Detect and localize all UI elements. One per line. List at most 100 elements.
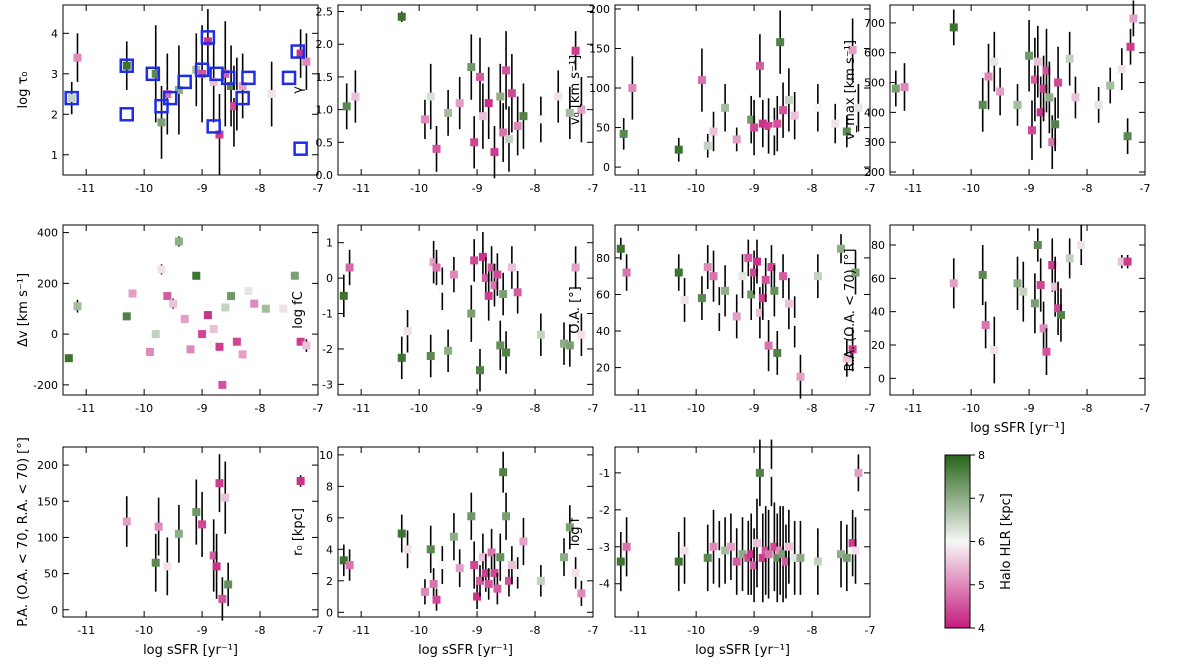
data-point [122, 312, 131, 321]
data-point [891, 84, 900, 93]
data-point [851, 268, 860, 277]
data-point [738, 550, 747, 559]
data-point [470, 561, 479, 570]
data-point [764, 341, 773, 350]
panel-frame [889, 224, 1146, 396]
data-point [732, 557, 741, 566]
y-tick-label: 2.5 [316, 6, 334, 19]
data-point [1051, 282, 1060, 291]
data-point [499, 128, 508, 137]
data-point [490, 281, 499, 290]
data-point [773, 553, 782, 562]
y-tick-label: 8 [326, 480, 333, 493]
x-tick-label: -7 [313, 402, 324, 415]
data-point [1123, 257, 1132, 266]
data-point [151, 558, 160, 567]
data-point [1039, 324, 1048, 333]
data-point [703, 141, 712, 150]
y-tick-label: 20 [871, 339, 885, 352]
x-tick-label: -8 [1082, 402, 1093, 415]
data-point [151, 330, 160, 339]
data-point [773, 348, 782, 357]
y-tick-label: 150 [589, 42, 610, 55]
data-point [429, 579, 438, 588]
y-tick-label: 0.5 [316, 136, 334, 149]
data-point [779, 550, 788, 559]
data-point [1048, 261, 1057, 269]
data-point [218, 380, 227, 389]
data-point [990, 57, 999, 66]
data-point [449, 270, 458, 279]
x-tick-label: -9 [197, 402, 208, 415]
data-point [813, 103, 822, 112]
data-point [949, 23, 958, 32]
colorbar-tick-label: 7 [978, 492, 985, 505]
data-point [198, 330, 207, 339]
data-point [221, 493, 230, 502]
x-tick-label: -11 [629, 624, 647, 637]
x-tick-label: -8 [1082, 182, 1093, 195]
open-marker [241, 70, 256, 86]
data-point [1036, 281, 1045, 289]
data-point [752, 539, 761, 548]
open-marker [194, 62, 210, 78]
data-point [507, 89, 516, 98]
data-point [296, 49, 305, 58]
data-point [504, 135, 513, 144]
data-point [192, 508, 201, 517]
panel-frame [337, 446, 594, 618]
data-point [1013, 279, 1022, 288]
data-point [1054, 304, 1063, 313]
x-tick-label: -9 [1024, 182, 1035, 195]
colorbar-tick-label: 4 [978, 622, 985, 635]
data-point [628, 84, 637, 93]
panel-frame [337, 4, 594, 176]
data-point [1045, 93, 1054, 102]
data-point [851, 546, 860, 555]
x-tick-label: -7 [588, 182, 599, 195]
data-point [487, 548, 496, 557]
data-point [513, 568, 522, 577]
data-point [157, 265, 166, 274]
data-point [790, 317, 799, 326]
data-point [403, 327, 412, 336]
x-tick-label: -10 [410, 182, 428, 195]
y-axis-label: O.A. [°] [568, 286, 583, 333]
x-tick-label: -9 [197, 182, 208, 195]
data-point [215, 342, 224, 351]
data-point [755, 468, 764, 477]
data-point [351, 92, 360, 101]
data-point [680, 546, 689, 555]
data-point [758, 119, 767, 128]
data-point [345, 561, 354, 570]
panel-tau: -11 -10 -9 -8 -7 1 2 3 4 log τ₀ [16, 4, 323, 195]
data-point [674, 557, 683, 566]
y-tick-label: 3 [51, 68, 58, 81]
data-point [536, 330, 545, 339]
data-point [747, 290, 756, 299]
data-point [721, 103, 730, 112]
data-point [571, 46, 580, 55]
data-point [1048, 138, 1057, 147]
data-point [726, 542, 735, 551]
data-point [490, 568, 499, 577]
y-axis-label: γ [291, 86, 306, 94]
data-point [192, 271, 201, 280]
y-tick-label: 10 [319, 449, 333, 462]
data-point [770, 127, 779, 136]
panel-oa: -11 -10 -9 -8 -7 20 40 60 80 O.A. [°] [568, 224, 875, 415]
data-point [1030, 299, 1039, 308]
x-tick-label: -9 [472, 402, 483, 415]
data-point [571, 568, 580, 577]
open-marker [145, 66, 161, 82]
x-tick-label: -9 [749, 624, 760, 637]
data-point [978, 100, 987, 109]
y-tick-label: -3 [322, 378, 333, 391]
data-point [250, 299, 259, 308]
data-point [499, 290, 508, 299]
data-point [560, 553, 569, 562]
x-tick-label: -8 [807, 624, 818, 637]
data-point [796, 372, 805, 381]
x-tick-label: -10 [687, 624, 705, 637]
